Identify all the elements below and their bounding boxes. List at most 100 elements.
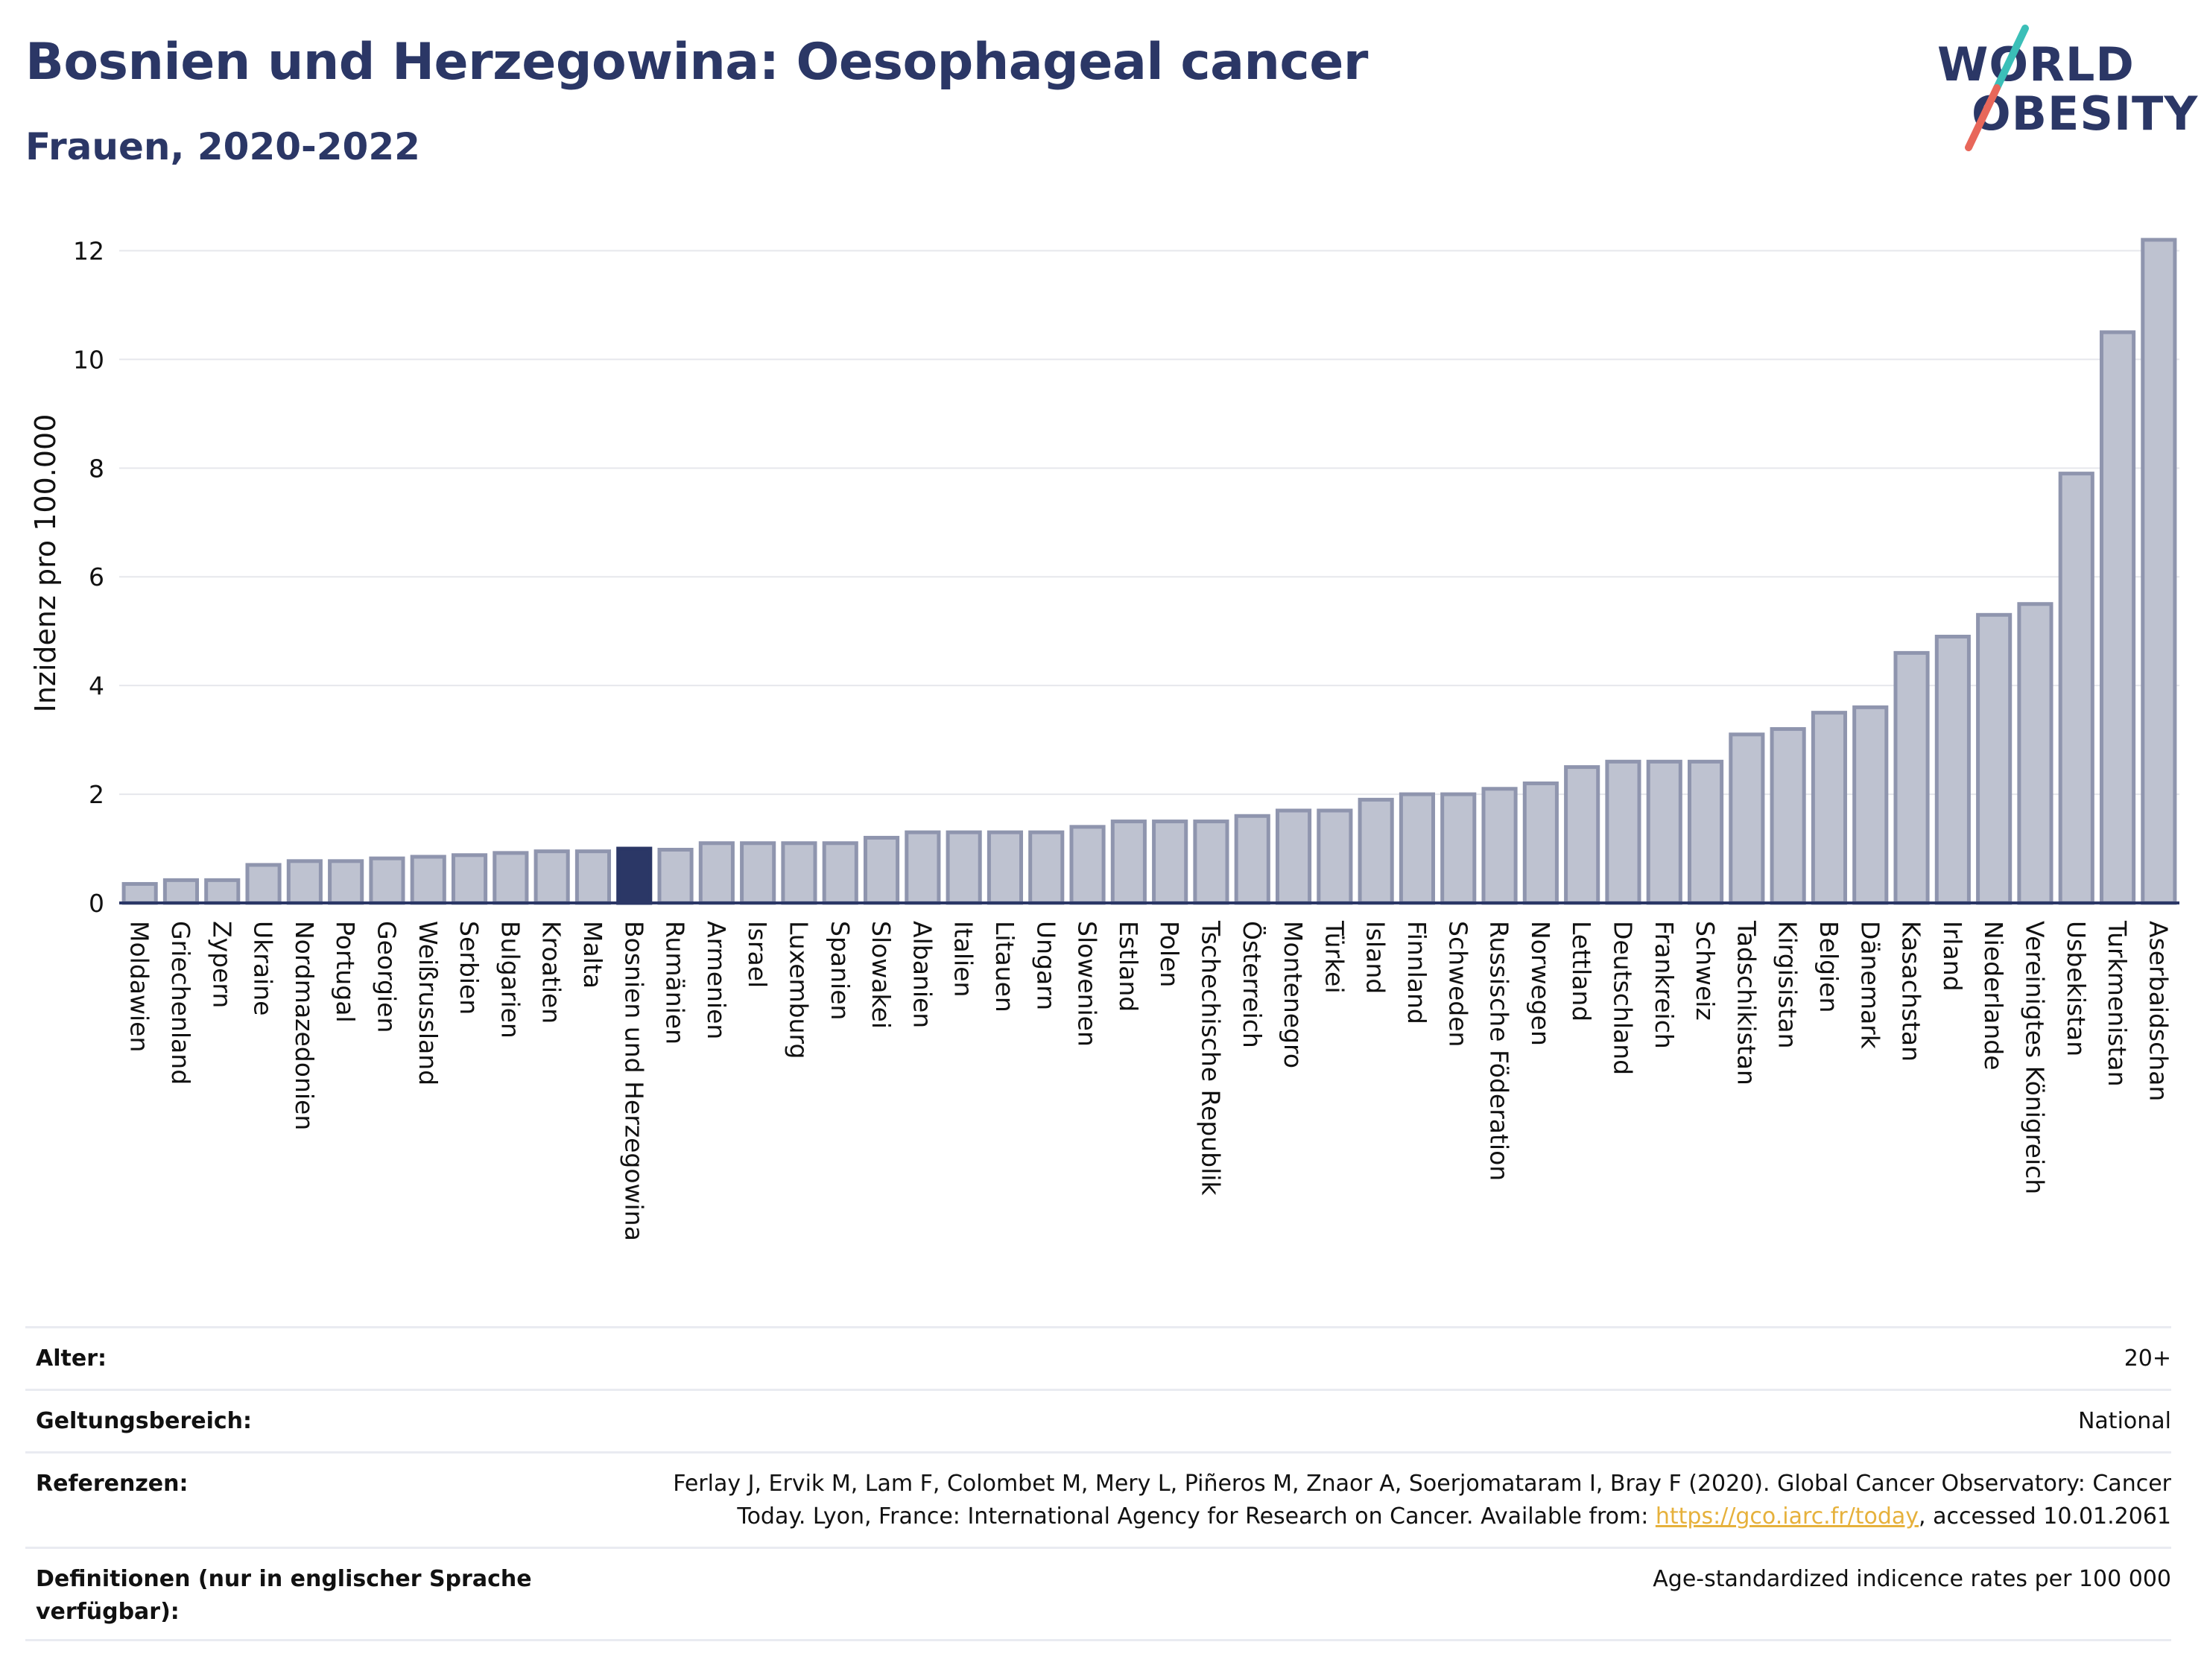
metadata-table: Alter: 20+ Geltungsbereich: National Ref… bbox=[25, 1326, 2171, 1654]
bar bbox=[1811, 711, 1848, 905]
bar bbox=[1564, 765, 1600, 905]
x-tick-label: Serbien bbox=[455, 921, 484, 1015]
x-tick-label: Aserbaidschan bbox=[2144, 921, 2173, 1101]
bar bbox=[121, 881, 158, 905]
bar bbox=[1275, 808, 1312, 905]
bar bbox=[1481, 787, 1518, 905]
bar bbox=[946, 830, 982, 905]
divider bbox=[25, 1639, 2171, 1641]
x-tick-label: Tschechische Republik bbox=[1196, 920, 1225, 1196]
bar bbox=[286, 859, 323, 905]
world-obesity-logo[interactable]: WORLD OBESITY bbox=[1937, 22, 2197, 164]
bar bbox=[2017, 602, 2053, 905]
x-tick-label: Rumänien bbox=[661, 921, 690, 1045]
x-tick-label: Italien bbox=[949, 921, 978, 997]
x-tick-label: Turkmenistan bbox=[2103, 920, 2132, 1087]
bar bbox=[1234, 814, 1270, 905]
x-tick-label: Niederlande bbox=[1979, 921, 2008, 1071]
meta-key: Alter: bbox=[36, 1345, 107, 1372]
bar bbox=[987, 830, 1024, 905]
x-tick-label: Montenegro bbox=[1279, 921, 1308, 1068]
bar bbox=[1440, 792, 1477, 905]
meta-value: Ferlay J, Ervik M, Lam F, Colombet M, Me… bbox=[673, 1468, 2171, 1533]
bar bbox=[451, 853, 488, 905]
bar bbox=[1028, 830, 1065, 905]
bar bbox=[1522, 781, 1559, 905]
reference-line-2: Today. Lyon, France: International Agenc… bbox=[673, 1500, 2171, 1533]
bar bbox=[2099, 330, 2136, 905]
divider bbox=[25, 1547, 2171, 1549]
x-tick-label: Ungarn bbox=[1031, 921, 1060, 1010]
divider bbox=[25, 1326, 2171, 1328]
x-tick-label: Norwegen bbox=[1526, 921, 1555, 1046]
y-tick-label: 8 bbox=[89, 454, 104, 483]
x-tick-label: Griechenland bbox=[166, 921, 195, 1085]
x-tick-label: Deutschland bbox=[1608, 921, 1637, 1075]
x-tick-label: Belgien bbox=[1814, 921, 1843, 1012]
x-tick-label: Usbekistan bbox=[2062, 921, 2091, 1056]
bar-highlight bbox=[616, 846, 653, 905]
bar bbox=[493, 851, 529, 905]
x-tick-label: Slowenien bbox=[1073, 921, 1102, 1047]
y-axis-label: Inzidenz pro 100.000 bbox=[29, 414, 62, 713]
bar bbox=[1110, 820, 1147, 905]
y-tick-label: 4 bbox=[89, 671, 104, 700]
page-title: Bosnien und Herzegowina: Oesophageal can… bbox=[25, 33, 1368, 92]
x-tick-label: Weißrussland bbox=[414, 921, 443, 1085]
x-tick-label: Kroatien bbox=[537, 921, 566, 1024]
y-tick-label: 6 bbox=[89, 562, 104, 592]
y-tick-label: 0 bbox=[89, 889, 104, 918]
bar bbox=[1687, 759, 1724, 905]
bar bbox=[410, 855, 446, 905]
meta-key-line-2: verfügbar): bbox=[36, 1599, 180, 1625]
x-tick-label: Luxemburg bbox=[784, 921, 813, 1059]
meta-key: Geltungsbereich: bbox=[36, 1408, 253, 1434]
x-tick-label: Russische Föderation bbox=[1485, 921, 1514, 1181]
x-tick-label: Vereinigtes Königreich bbox=[2020, 921, 2049, 1194]
x-tick-label: Kirgisistan bbox=[1773, 921, 1802, 1049]
page-subtitle: Frauen, 2020-2022 bbox=[25, 125, 420, 168]
x-tick-label: Schweden bbox=[1443, 921, 1472, 1047]
x-tick-label: Ukraine bbox=[249, 921, 278, 1015]
y-tick-label: 10 bbox=[73, 345, 104, 374]
y-tick-label: 2 bbox=[89, 780, 104, 809]
bar bbox=[1770, 727, 1806, 905]
x-tick-label: Zypern bbox=[207, 921, 236, 1008]
bar bbox=[574, 849, 612, 905]
x-tick-label: Schweiz bbox=[1691, 921, 1720, 1021]
meta-value: Age-standardized indicence rates per 100… bbox=[1653, 1566, 2171, 1592]
bar bbox=[533, 849, 570, 905]
bar bbox=[204, 878, 241, 905]
meta-value: 20+ bbox=[2124, 1345, 2171, 1372]
bar bbox=[1646, 759, 1682, 905]
x-tick-label: Bosnien und Herzegowina bbox=[619, 921, 648, 1241]
x-tick-label: Litauen bbox=[990, 921, 1019, 1012]
bar-chart: 0 2 4 6 8 10 12 Inzidenz pro 100.000 Moldawien Gr… bbox=[29, 236, 2179, 1241]
bar bbox=[822, 841, 858, 905]
meta-key: Definitionen (nur in englischer Sprache … bbox=[36, 1563, 532, 1629]
bar bbox=[905, 830, 941, 905]
x-tick-label: Albanien bbox=[908, 921, 937, 1028]
bar bbox=[162, 878, 200, 905]
bar bbox=[1069, 825, 1106, 905]
reference-link[interactable]: https://gco.iarc.fr/today bbox=[1655, 1503, 1919, 1530]
reference-accessed: , accessed 10.01.2061 bbox=[1919, 1503, 2171, 1530]
reference-text: Today. Lyon, France: International Agenc… bbox=[737, 1503, 1656, 1530]
bar bbox=[2141, 238, 2177, 905]
x-tick-label: Spanien bbox=[826, 921, 855, 1020]
bar bbox=[657, 847, 694, 905]
y-tick-label: 12 bbox=[73, 236, 104, 265]
x-tick-label: Moldawien bbox=[125, 921, 154, 1052]
bar bbox=[781, 841, 817, 905]
logo-slash-icon bbox=[1965, 25, 2029, 151]
logo-line-2: OBESITY bbox=[1972, 86, 2199, 141]
bar bbox=[1893, 650, 1930, 905]
x-tick-label: Bulgarien bbox=[495, 921, 525, 1039]
bar bbox=[698, 841, 735, 905]
bar bbox=[1605, 759, 1641, 905]
bar bbox=[1317, 808, 1353, 905]
x-tick-label: Kasachstan bbox=[1897, 921, 1926, 1062]
x-tick-label: Tadschikistan bbox=[1732, 920, 1761, 1085]
bar bbox=[1399, 792, 1436, 905]
x-tick-label: Georgien bbox=[372, 921, 401, 1033]
